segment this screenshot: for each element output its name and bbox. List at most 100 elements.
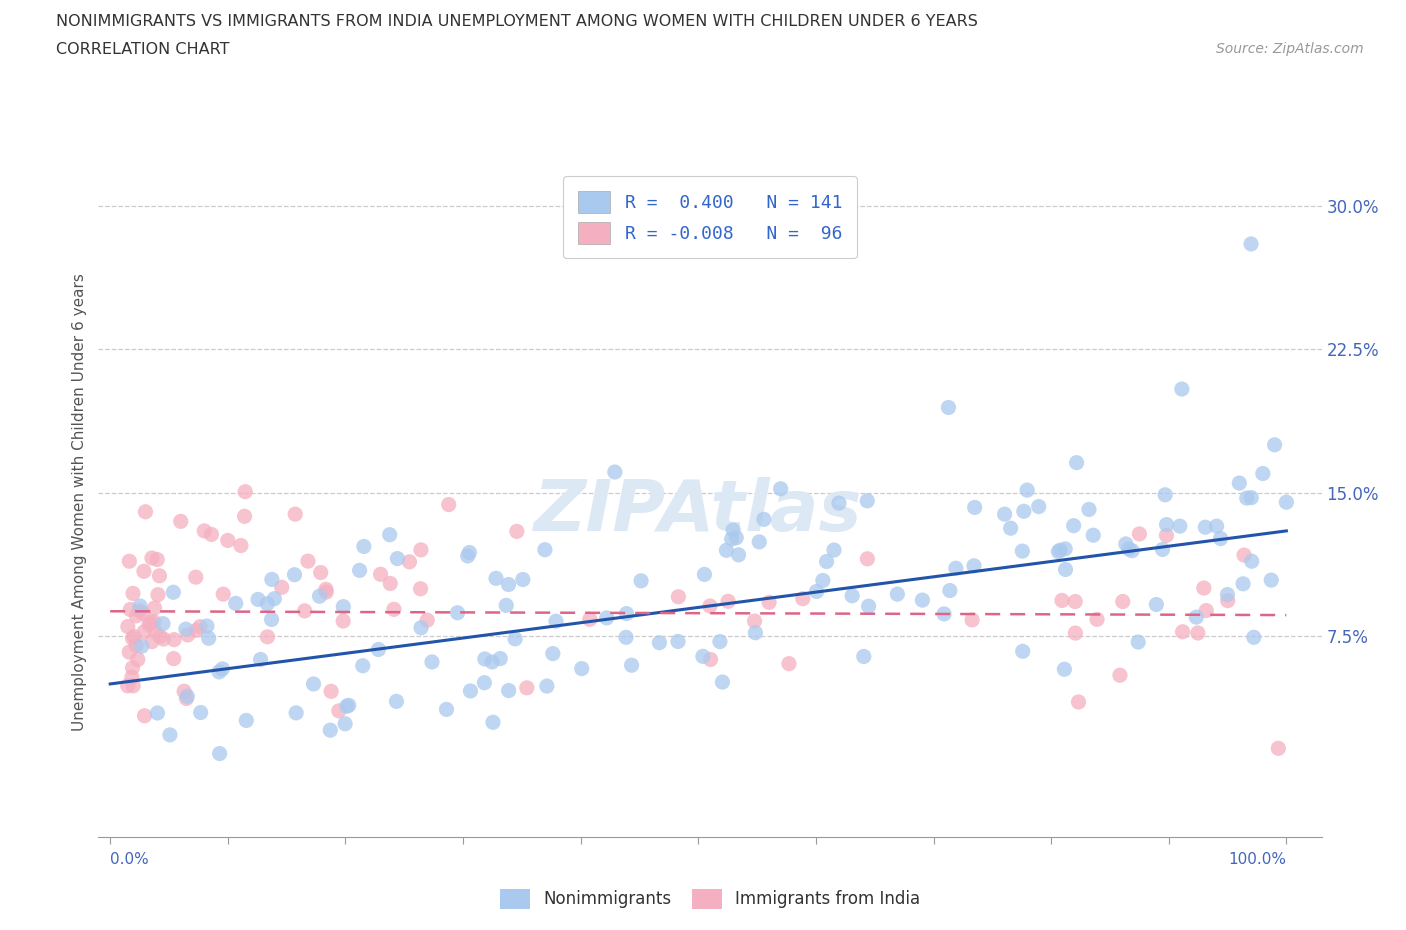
Point bbox=[1054, 541, 1077, 556]
Point bbox=[336, 698, 359, 713]
Point bbox=[134, 624, 156, 639]
Point bbox=[229, 538, 252, 553]
Point bbox=[806, 584, 828, 599]
Point bbox=[121, 670, 143, 684]
Point bbox=[1066, 455, 1088, 470]
Point bbox=[457, 549, 479, 564]
Point bbox=[174, 621, 197, 636]
Point bbox=[127, 652, 149, 667]
Point bbox=[387, 551, 409, 566]
Point bbox=[474, 652, 496, 667]
Point bbox=[858, 599, 880, 614]
Point bbox=[1275, 495, 1298, 510]
Point bbox=[146, 552, 169, 567]
Point bbox=[197, 631, 219, 645]
Point bbox=[436, 702, 458, 717]
Point bbox=[886, 587, 908, 602]
Point bbox=[1064, 594, 1087, 609]
Point bbox=[263, 591, 285, 606]
Point bbox=[963, 500, 986, 515]
Point bbox=[134, 709, 156, 724]
Point bbox=[256, 630, 278, 644]
Point bbox=[186, 623, 208, 638]
Point bbox=[212, 587, 235, 602]
Point bbox=[332, 614, 354, 629]
Point bbox=[541, 646, 564, 661]
Point bbox=[302, 676, 325, 691]
Point bbox=[122, 586, 145, 601]
Point bbox=[134, 504, 156, 519]
Point bbox=[121, 660, 143, 675]
Point bbox=[711, 674, 734, 689]
Point bbox=[249, 652, 271, 667]
Point bbox=[620, 658, 643, 672]
Point bbox=[177, 628, 200, 643]
Point bbox=[437, 498, 460, 512]
Point bbox=[1205, 519, 1227, 534]
Point bbox=[482, 715, 505, 730]
Point bbox=[1232, 577, 1254, 591]
Point bbox=[211, 661, 233, 676]
Point bbox=[709, 634, 731, 649]
Point bbox=[217, 533, 239, 548]
Point bbox=[1012, 504, 1035, 519]
Point bbox=[367, 642, 389, 657]
Point bbox=[474, 675, 496, 690]
Point bbox=[1049, 543, 1071, 558]
Point bbox=[233, 485, 256, 499]
Point bbox=[409, 542, 432, 557]
Point bbox=[1195, 604, 1218, 618]
Point bbox=[121, 631, 143, 645]
Point bbox=[616, 606, 638, 621]
Point bbox=[235, 713, 257, 728]
Point bbox=[163, 651, 186, 666]
Point bbox=[1156, 517, 1178, 532]
Point bbox=[416, 613, 439, 628]
Y-axis label: Unemployment Among Women with Children Under 6 years: Unemployment Among Women with Children U… bbox=[72, 273, 87, 731]
Point bbox=[129, 599, 152, 614]
Point bbox=[1067, 695, 1090, 710]
Point bbox=[1264, 437, 1286, 452]
Point bbox=[138, 618, 160, 632]
Point bbox=[1240, 490, 1263, 505]
Point bbox=[498, 684, 520, 698]
Point bbox=[328, 703, 350, 718]
Legend: Nonimmigrants, Immigrants from India: Nonimmigrants, Immigrants from India bbox=[494, 882, 927, 916]
Point bbox=[666, 634, 689, 649]
Point bbox=[481, 655, 503, 670]
Point bbox=[506, 524, 529, 538]
Point bbox=[409, 581, 432, 596]
Point bbox=[960, 613, 983, 628]
Point bbox=[1050, 593, 1073, 608]
Point bbox=[828, 496, 851, 511]
Point bbox=[319, 723, 342, 737]
Point bbox=[717, 594, 740, 609]
Point bbox=[1187, 626, 1209, 641]
Point bbox=[945, 561, 967, 576]
Point bbox=[1085, 612, 1108, 627]
Point bbox=[744, 614, 766, 629]
Point bbox=[146, 706, 169, 721]
Point bbox=[1236, 491, 1258, 506]
Point bbox=[1083, 528, 1105, 543]
Point bbox=[270, 580, 292, 595]
Point bbox=[233, 509, 256, 524]
Point bbox=[1260, 573, 1282, 588]
Point bbox=[1216, 587, 1239, 602]
Point bbox=[769, 482, 792, 497]
Point bbox=[1047, 544, 1070, 559]
Point bbox=[118, 644, 141, 659]
Point bbox=[614, 630, 637, 644]
Point bbox=[1209, 531, 1232, 546]
Point bbox=[143, 601, 166, 616]
Point bbox=[132, 564, 155, 578]
Point bbox=[378, 527, 401, 542]
Point bbox=[578, 612, 600, 627]
Point bbox=[163, 632, 186, 647]
Point bbox=[398, 554, 420, 569]
Point bbox=[544, 614, 567, 629]
Point bbox=[1063, 518, 1085, 533]
Point bbox=[380, 576, 402, 591]
Point bbox=[159, 727, 181, 742]
Point bbox=[534, 542, 557, 557]
